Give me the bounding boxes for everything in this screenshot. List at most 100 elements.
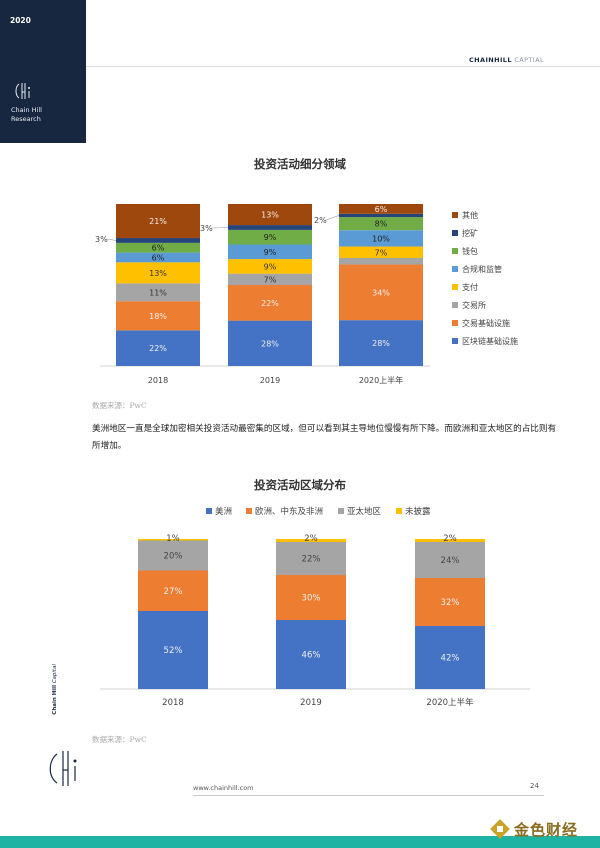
chart1-callout-label: 3% (95, 235, 108, 244)
chart2-tick-label: 2019 (300, 698, 322, 708)
chart2-legend-label: 亚太地区 (347, 506, 382, 517)
chart1-legend-label: 钱包 (462, 246, 478, 256)
chart2-data-label: 20% (164, 552, 183, 562)
chart2-legend-label: 未披露 (405, 506, 431, 517)
chart1-title: 投资活动细分领域 (254, 157, 346, 171)
chart2-data-label: 2% (443, 534, 457, 544)
watermark-logo-icon (490, 819, 510, 839)
chart1-tick-label: 2018 (148, 376, 168, 385)
chart2-data-label: 2% (304, 534, 318, 544)
chart1-legend-swatch (452, 338, 458, 344)
chart2-bar-segment (276, 542, 346, 575)
footer-divider (193, 795, 544, 796)
chart2-bar-segment (415, 578, 485, 626)
chart1-bar-segment (339, 217, 423, 231)
chart2-bar-segment (415, 539, 485, 542)
chart2-data-label: 46% (302, 651, 321, 661)
chart1-callout-line (106, 238, 117, 241)
chart1-bar-segment (339, 320, 423, 366)
chart1-legend-swatch (452, 266, 458, 272)
chainhill-logo-icon (15, 83, 30, 99)
chart2-data-label: 27% (164, 587, 183, 597)
chart1-bar-segment (116, 204, 200, 239)
chart2-title: 投资活动区域分布 (254, 478, 346, 492)
chart2-tick-label: 2018 (162, 698, 184, 708)
cover-tab: 2020 Chain Hill Research (0, 0, 86, 143)
chart1-source: 数据来源：PwC (92, 401, 147, 410)
bottom-band (0, 836, 600, 848)
footer-url: www.chainhill.com (193, 784, 254, 792)
chart1-data-label: 6% (152, 244, 165, 253)
chart1-data-label: 28% (261, 339, 279, 348)
chart1-legend-swatch (452, 248, 458, 254)
chart1-callout-line (211, 227, 229, 229)
report-year: 2020 (10, 16, 31, 25)
chart1-bar-segment (116, 301, 200, 331)
chart1-data-label: 10% (372, 234, 390, 243)
chart2-legend-label: 美洲 (215, 506, 232, 517)
chart1-data-label: 11% (149, 288, 167, 297)
chart2-source: 数据来源：PwC (92, 735, 147, 744)
chart1-legend-label: 其他 (462, 210, 478, 220)
chart1-bar-segment (339, 204, 423, 214)
chart2-data-label: 32% (441, 598, 460, 608)
chart1-bar-segment (228, 273, 312, 285)
chart1-data-label: 9% (264, 248, 277, 257)
chart1-data-label: 7% (375, 248, 388, 257)
chart1-data-label: 22% (261, 299, 279, 308)
chart1-bar-segment (228, 225, 312, 230)
chart2-legend-label: 欧洲、中东及非洲 (255, 506, 323, 517)
chart1-data-label: 8% (375, 220, 388, 229)
chart1-plot: 22%18%11%13%6%6%21%201828%22%7%9%9%9%13%… (95, 204, 518, 385)
chart2-tick-label: 2020上半年 (426, 697, 474, 708)
chart1-data-label: 28% (372, 339, 390, 348)
chart1-callout-label: 2% (314, 216, 327, 225)
chart1-bar-segment (116, 283, 200, 302)
chart2-data-label: 30% (302, 594, 321, 604)
chart2-bar-segment (138, 570, 208, 611)
chart2-legend-swatch (338, 508, 344, 514)
chart1-legend-swatch (452, 320, 458, 326)
chart1-legend-label: 交易所 (462, 300, 486, 310)
chart1-data-label: 18% (149, 312, 167, 321)
chart2-data-label: 24% (441, 556, 460, 566)
chart2-bar-segment (276, 575, 346, 620)
chart2-data-label: 42% (441, 654, 460, 664)
chart2-bar-segment (415, 542, 485, 578)
chart1-data-label: 9% (264, 262, 277, 271)
chart1-bar-segment (228, 204, 312, 226)
chart2-data-label: 1% (166, 534, 180, 544)
chart1-legend-label: 合规和监管 (462, 264, 502, 274)
chart1-bar-segment (339, 213, 423, 218)
chart2-legend-swatch (206, 508, 212, 514)
chart1-callout-label: 3% (200, 224, 213, 233)
chart1-bar-segment (228, 259, 312, 274)
chart1-bar-segment (339, 264, 423, 321)
chart1-data-label: 21% (149, 217, 167, 226)
chart2-legend-swatch (396, 508, 402, 514)
chart1-data-label: 13% (261, 211, 279, 220)
chart1-data-label: 9% (264, 233, 277, 242)
chart1-data-label: 6% (152, 253, 165, 262)
chart1-bar-segment (116, 242, 200, 253)
watermark: 金色财经 (490, 818, 578, 840)
chart1-bar-segment (228, 320, 312, 366)
chart1-legend-swatch (452, 230, 458, 236)
chart2-bar-segment (138, 539, 208, 541)
chart2-legend-swatch (246, 508, 252, 514)
chart1-data-label: 13% (149, 269, 167, 278)
chart1-tick-label: 2020上半年 (359, 375, 403, 385)
chart2-bar-segment (276, 539, 346, 542)
chart1-bar-segment (116, 262, 200, 284)
chart1-data-label: 7% (264, 275, 277, 284)
header-brand: CHAINHILL CAPTIAL (469, 56, 544, 64)
chart1-legend-label: 支付 (462, 282, 478, 292)
chart1-callout-line (325, 215, 340, 221)
chart1-data-label: 6% (375, 205, 388, 214)
chart1-legend-label: 交易基础设施 (462, 318, 510, 328)
brand-name: Chain Hill Research (11, 106, 42, 123)
chart1-legend-swatch (452, 284, 458, 290)
chart1-legend-label: 区块链基础设施 (462, 336, 518, 346)
chart1-bar-segment (339, 246, 423, 258)
chart2-data-label: 22% (302, 555, 321, 565)
